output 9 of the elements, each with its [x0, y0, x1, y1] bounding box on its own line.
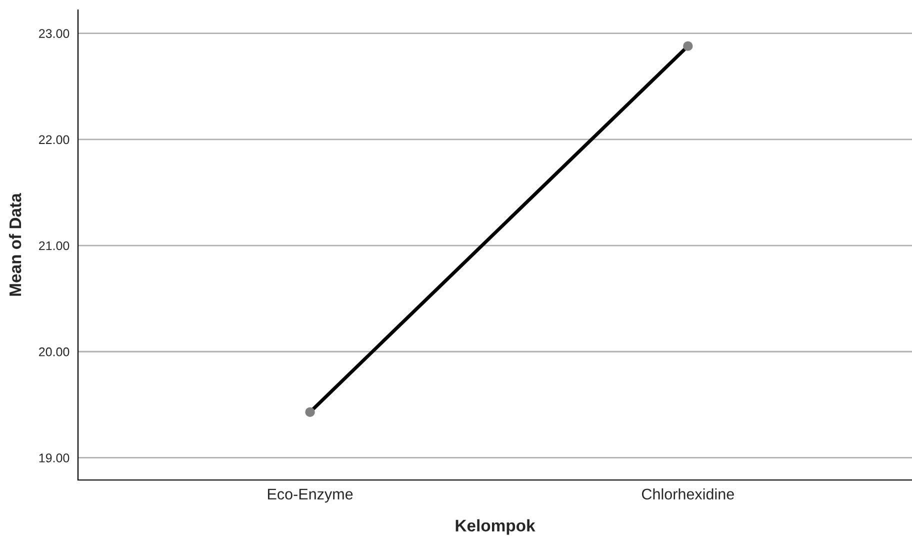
x-tick-label: Eco-Enzyme [268, 488, 353, 503]
y-tick-label: 23.00 [39, 29, 70, 38]
y-axis-title: Mean of Data [8, 193, 22, 296]
y-tick-label: 20.00 [39, 347, 70, 356]
y-tick-label: 21.00 [39, 241, 70, 250]
y-tick-label: 22.00 [39, 135, 70, 144]
x-axis-title: Kelompok [456, 519, 536, 535]
y-tick-label: 19.00 [39, 454, 70, 462]
x-tick-label: Chlorhexidine [642, 488, 734, 500]
